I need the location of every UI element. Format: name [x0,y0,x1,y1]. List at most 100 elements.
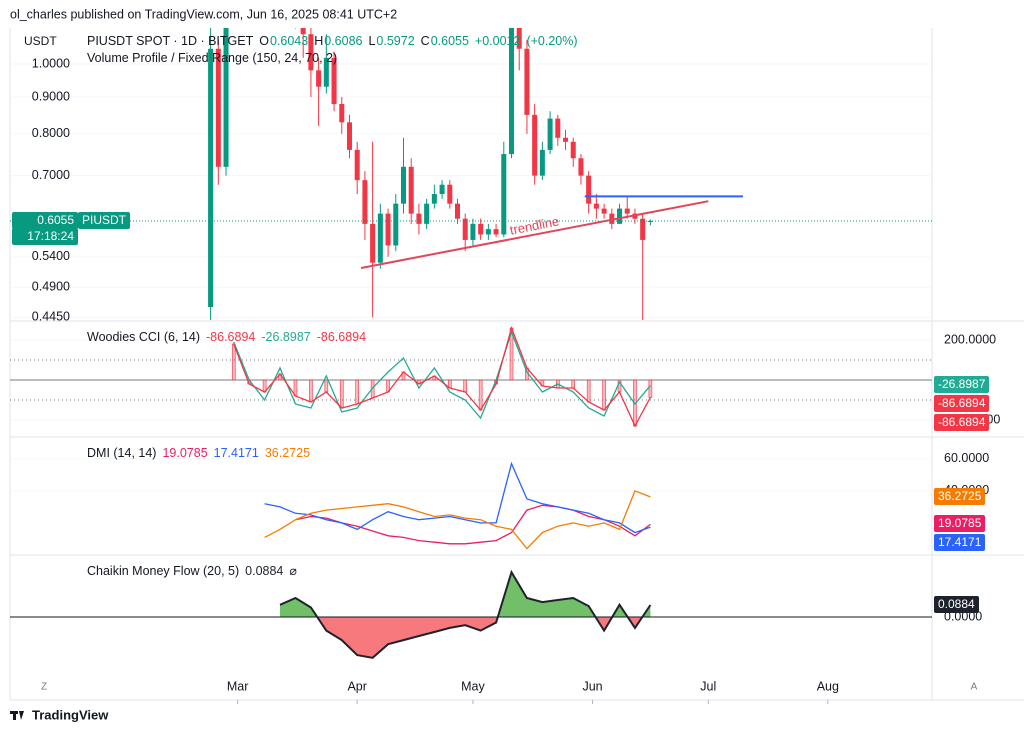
last-value-tag: 17.4171 [934,534,986,552]
brand: TradingView [32,707,109,722]
histogram-bar [463,379,468,393]
y-tick-label: 1.0000 [32,56,70,70]
y-tick-label: 200.0000 [944,332,996,346]
legend-change: +0.0012 [474,34,521,48]
zoom-button: Z [41,682,47,693]
pane [10,458,932,550]
pane [10,325,932,428]
legend-row: DMI (14, 14) 19.0785 17.4171 36.2725 [87,445,316,462]
legend-ohlc-value: 0.6055 [430,34,469,48]
legend-title: DMI (14, 14) [87,446,157,460]
histogram-bar [571,379,576,389]
legend-value: -86.6894 [316,330,367,344]
legend-value: -26.8987 [261,330,311,344]
legend-ohlc-value: 0.5972 [376,34,415,48]
series-line [233,330,651,420]
legend-title: Chaikin Money Flow (20, 5) [87,564,240,578]
candle-body [647,221,653,223]
candle-body [516,28,522,49]
candle-body [601,208,607,214]
candle-body [524,48,530,115]
pane: trendline [10,28,932,320]
y-tick-label: 0.4900 [32,280,70,294]
histogram-bar [324,379,329,393]
histogram-bar [602,379,606,411]
candle-body [501,154,507,235]
legend-study: Volume Profile / Fixed Range (150, 24, 7… [87,51,338,65]
candle-body [439,184,445,195]
legend: DMI (14, 14) 19.0785 17.4171 36.2725 [87,445,316,462]
series-line [264,461,651,534]
last-value-tag: -86.6894 [934,395,990,413]
candle-body [316,70,322,87]
candle-body [493,229,499,235]
drawing-trendline [360,200,709,269]
candle-body [393,203,399,246]
candle-body [617,208,623,224]
candle-body [308,34,314,71]
candle-body [563,137,569,142]
x-tick-label: Apr [347,679,366,693]
x-tick-label: May [461,679,485,693]
legend: Woodies CCI (6, 14) -86.6894 -26.8987 -86.6… [87,329,372,346]
y-tick-label: 0.9000 [32,89,70,103]
legend: PIUSDT SPOT · 1D · BITGET O0.6043 H0.6086 L… [87,33,584,67]
auto-button: A [971,682,978,693]
last-value-tag: -86.6894 [934,414,990,432]
series-line [279,569,652,659]
x-tick-label: Aug [817,679,839,693]
panes-frame [9,28,1024,701]
legend-change-pct: (+0.20%) [526,34,578,48]
x-tick-label: Mar [227,679,249,693]
y-tick-label: 0.5400 [32,249,70,263]
legend-symbol: ⌀ [289,564,297,578]
legend-row: PIUSDT SPOT · 1D · BITGET O0.6043 H0.6086 L… [87,33,584,50]
candle-body [385,213,391,246]
candle-body [408,166,414,214]
candle-body [539,149,545,176]
candle-body [547,118,553,150]
last-value-tag: -26.8987 [934,376,990,394]
legend-row: Woodies CCI (6, 14) -86.6894 -26.8987 -86.6… [87,329,372,346]
candle-body [300,28,306,35]
candle-body [223,28,229,167]
candle-body [208,48,214,308]
x-tick-label: Jul [700,679,716,693]
legend-ohlc-label: H [314,34,324,48]
candle-body [624,208,630,214]
legend-ohlc-label: C [420,34,430,48]
candle-body [478,223,484,235]
legend-value: 19.0785 [162,446,208,460]
legend: Chaikin Money Flow (20, 5) 0.0884 ⌀ [87,563,303,580]
last-value-tag: 19.0785 [934,515,986,533]
header: ol_charles published on TradingView.com,… [10,7,397,21]
y-tick-label: 60.0000 [944,451,989,465]
candle-body [362,180,368,224]
candle-body [346,122,352,150]
last-value-tag: 36.2725 [934,487,986,505]
candle-body [331,57,337,105]
histogram-bar [586,379,591,403]
candle-body [377,213,383,263]
candle-body [424,203,430,224]
candle-body [640,218,646,240]
currency: USDT [24,34,57,48]
candle-body [532,114,538,176]
brand-logo [10,711,24,720]
candle-body [431,194,437,204]
x-tick-label: Jun [582,679,602,693]
histogram-bar [339,379,344,409]
price-tag: 0.6055 [12,212,78,229]
candle-body [339,104,345,123]
y-tick-label: 0.8000 [32,126,70,140]
candle-body [485,229,491,235]
series-line [295,504,651,545]
candle-body [508,28,515,155]
pane [10,569,932,659]
series-line [264,490,651,550]
candle-body [323,57,329,87]
candle-body [462,218,468,240]
legend-value: 0.0884 [245,564,284,578]
legend-ohlc-value: 0.6043 [269,34,309,48]
